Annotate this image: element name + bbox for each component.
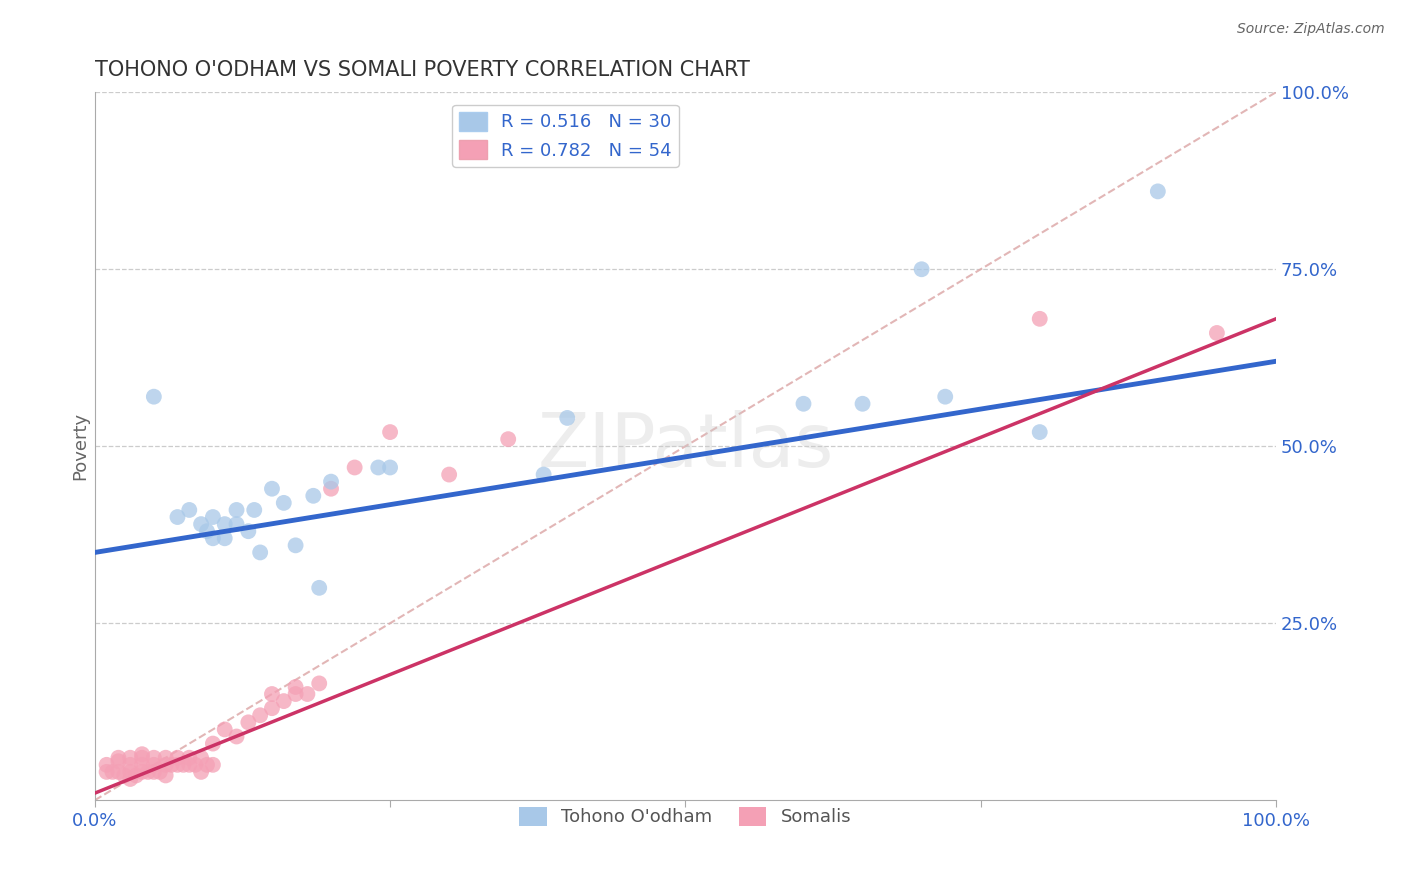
Text: TOHONO O'ODHAM VS SOMALI POVERTY CORRELATION CHART: TOHONO O'ODHAM VS SOMALI POVERTY CORRELA… — [94, 60, 749, 79]
Point — [155, 768, 177, 782]
Point — [131, 757, 153, 772]
Point — [243, 503, 266, 517]
Point — [260, 482, 283, 496]
Point — [120, 750, 142, 764]
Point — [107, 750, 129, 764]
Point — [179, 503, 201, 517]
Point — [533, 467, 555, 482]
Point — [308, 676, 330, 690]
Point — [166, 750, 188, 764]
Point — [190, 764, 212, 779]
Point — [297, 687, 319, 701]
Point — [555, 411, 578, 425]
Point — [136, 764, 159, 779]
Point — [284, 680, 307, 694]
Point — [155, 757, 177, 772]
Point — [149, 764, 172, 779]
Point — [96, 764, 118, 779]
Point — [179, 757, 201, 772]
Point — [179, 750, 201, 764]
Point — [214, 723, 236, 737]
Point — [1147, 185, 1170, 199]
Point — [142, 390, 165, 404]
Point — [131, 747, 153, 762]
Point — [125, 768, 148, 782]
Point — [131, 764, 153, 779]
Text: Source: ZipAtlas.com: Source: ZipAtlas.com — [1237, 22, 1385, 37]
Point — [190, 517, 212, 532]
Y-axis label: Poverty: Poverty — [72, 412, 89, 480]
Point — [131, 750, 153, 764]
Point — [142, 757, 165, 772]
Point — [273, 694, 295, 708]
Point — [378, 425, 401, 439]
Point — [190, 750, 212, 764]
Point — [201, 757, 224, 772]
Point — [96, 757, 118, 772]
Point — [166, 757, 188, 772]
Text: ZIPatlas: ZIPatlas — [537, 409, 834, 483]
Point — [367, 460, 389, 475]
Point — [437, 467, 460, 482]
Point — [319, 482, 342, 496]
Point — [284, 538, 307, 552]
Point — [284, 687, 307, 701]
Point — [184, 757, 207, 772]
Point — [260, 687, 283, 701]
Point — [120, 757, 142, 772]
Point — [112, 768, 135, 782]
Legend: Tohono O'odham, Somalis: Tohono O'odham, Somalis — [512, 800, 859, 834]
Point — [214, 517, 236, 532]
Point — [1028, 311, 1050, 326]
Point — [142, 750, 165, 764]
Point — [343, 460, 366, 475]
Point — [378, 460, 401, 475]
Point — [107, 764, 129, 779]
Point — [225, 730, 247, 744]
Point — [302, 489, 325, 503]
Point — [160, 757, 183, 772]
Point — [319, 475, 342, 489]
Point — [1028, 425, 1050, 439]
Point — [201, 737, 224, 751]
Point — [249, 545, 271, 559]
Point — [934, 390, 956, 404]
Point — [851, 397, 873, 411]
Point — [214, 531, 236, 545]
Point — [201, 510, 224, 524]
Point — [155, 750, 177, 764]
Point — [195, 757, 218, 772]
Point — [142, 764, 165, 779]
Point — [195, 524, 218, 539]
Point — [172, 757, 194, 772]
Point — [238, 715, 260, 730]
Point — [120, 764, 142, 779]
Point — [1206, 326, 1229, 340]
Point — [910, 262, 932, 277]
Point — [101, 764, 124, 779]
Point — [273, 496, 295, 510]
Point — [249, 708, 271, 723]
Point — [496, 432, 519, 446]
Point — [225, 503, 247, 517]
Point — [792, 397, 814, 411]
Point — [238, 524, 260, 539]
Point — [201, 531, 224, 545]
Point — [308, 581, 330, 595]
Point — [120, 772, 142, 786]
Point — [260, 701, 283, 715]
Point — [166, 510, 188, 524]
Point — [225, 517, 247, 532]
Point — [107, 754, 129, 768]
